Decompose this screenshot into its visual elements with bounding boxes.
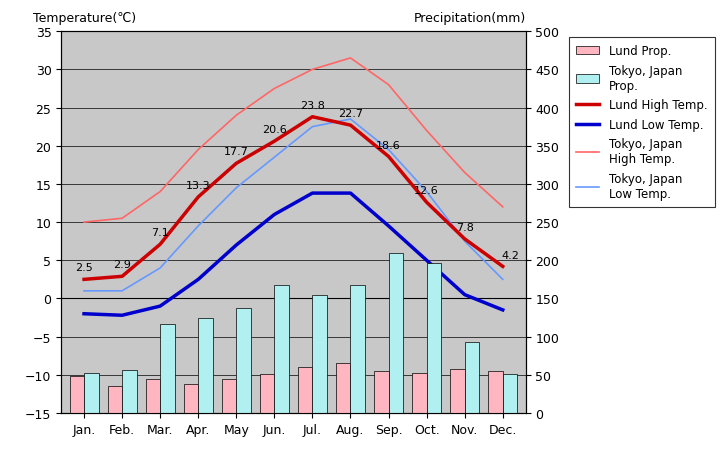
Text: 20.6: 20.6 — [262, 125, 287, 135]
Text: 18.6: 18.6 — [376, 140, 401, 150]
Bar — [198, 318, 212, 413]
Bar — [464, 342, 480, 413]
Bar — [336, 363, 351, 413]
Text: 12.6: 12.6 — [414, 186, 439, 196]
Bar — [222, 380, 236, 413]
Text: Precipitation(mm): Precipitation(mm) — [413, 11, 526, 24]
Text: 2.5: 2.5 — [75, 263, 93, 273]
Bar — [374, 371, 389, 413]
Text: 4.2: 4.2 — [501, 250, 519, 260]
Text: 22.7: 22.7 — [338, 109, 363, 119]
Bar — [312, 296, 327, 413]
Bar — [412, 374, 427, 413]
Bar — [503, 374, 517, 413]
Bar — [160, 324, 175, 413]
Bar — [70, 376, 84, 413]
Text: 13.3: 13.3 — [186, 181, 210, 190]
Bar — [236, 308, 251, 413]
Bar — [274, 285, 289, 413]
Bar — [184, 384, 198, 413]
Bar — [488, 371, 503, 413]
Text: 7.8: 7.8 — [456, 223, 474, 233]
Text: 17.7: 17.7 — [224, 147, 248, 157]
Text: 23.8: 23.8 — [300, 101, 325, 111]
Bar — [122, 370, 137, 413]
Bar — [260, 374, 274, 413]
Bar — [389, 253, 403, 413]
Bar — [145, 380, 160, 413]
Bar — [351, 285, 365, 413]
Bar — [298, 367, 312, 413]
Text: 7.1: 7.1 — [151, 228, 169, 238]
Text: Temperature(℃): Temperature(℃) — [33, 11, 137, 24]
Bar — [427, 263, 441, 413]
Bar — [84, 374, 99, 413]
Bar — [108, 386, 122, 413]
Legend: Lund Prop., Tokyo, Japan
Prop., Lund High Temp., Lund Low Temp., Tokyo, Japan
Hi: Lund Prop., Tokyo, Japan Prop., Lund Hig… — [569, 38, 714, 207]
Text: 2.9: 2.9 — [113, 260, 131, 270]
Bar — [450, 369, 464, 413]
